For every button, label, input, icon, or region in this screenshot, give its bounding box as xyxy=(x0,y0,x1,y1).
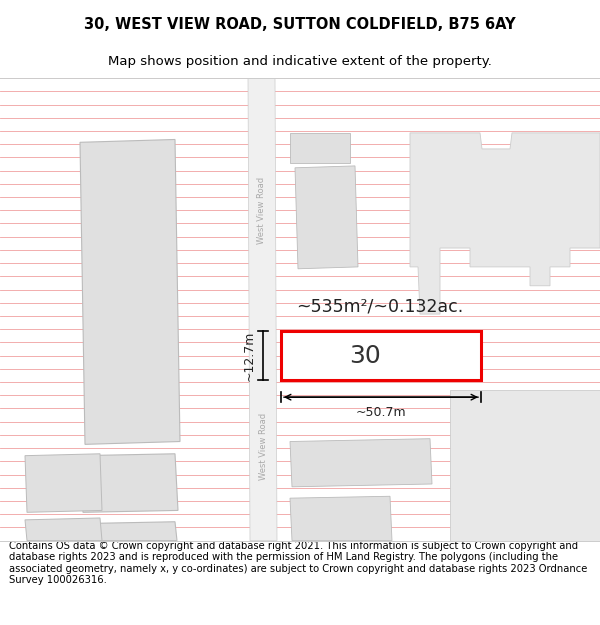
Polygon shape xyxy=(410,133,600,314)
Polygon shape xyxy=(290,496,392,541)
Bar xyxy=(422,333,460,369)
Polygon shape xyxy=(290,439,432,487)
Text: West View Road: West View Road xyxy=(260,412,269,480)
Polygon shape xyxy=(25,518,102,541)
Polygon shape xyxy=(80,139,180,444)
Text: ~12.7m: ~12.7m xyxy=(242,331,256,381)
Polygon shape xyxy=(80,522,177,541)
Text: Map shows position and indicative extent of the property.: Map shows position and indicative extent… xyxy=(108,54,492,68)
Bar xyxy=(290,133,350,163)
Text: ~535m²/~0.132ac.: ~535m²/~0.132ac. xyxy=(296,298,464,316)
Text: Contains OS data © Crown copyright and database right 2021. This information is : Contains OS data © Crown copyright and d… xyxy=(9,541,587,586)
Polygon shape xyxy=(450,389,600,541)
Bar xyxy=(281,331,481,380)
Polygon shape xyxy=(25,454,102,512)
Polygon shape xyxy=(80,454,178,512)
Text: 30, WEST VIEW ROAD, SUTTON COLDFIELD, B75 6AY: 30, WEST VIEW ROAD, SUTTON COLDFIELD, B7… xyxy=(84,17,516,32)
Text: ~50.7m: ~50.7m xyxy=(356,406,406,419)
Polygon shape xyxy=(248,78,277,541)
Text: 30: 30 xyxy=(349,344,381,367)
Text: West View Road: West View Road xyxy=(257,177,266,244)
Polygon shape xyxy=(295,166,358,269)
